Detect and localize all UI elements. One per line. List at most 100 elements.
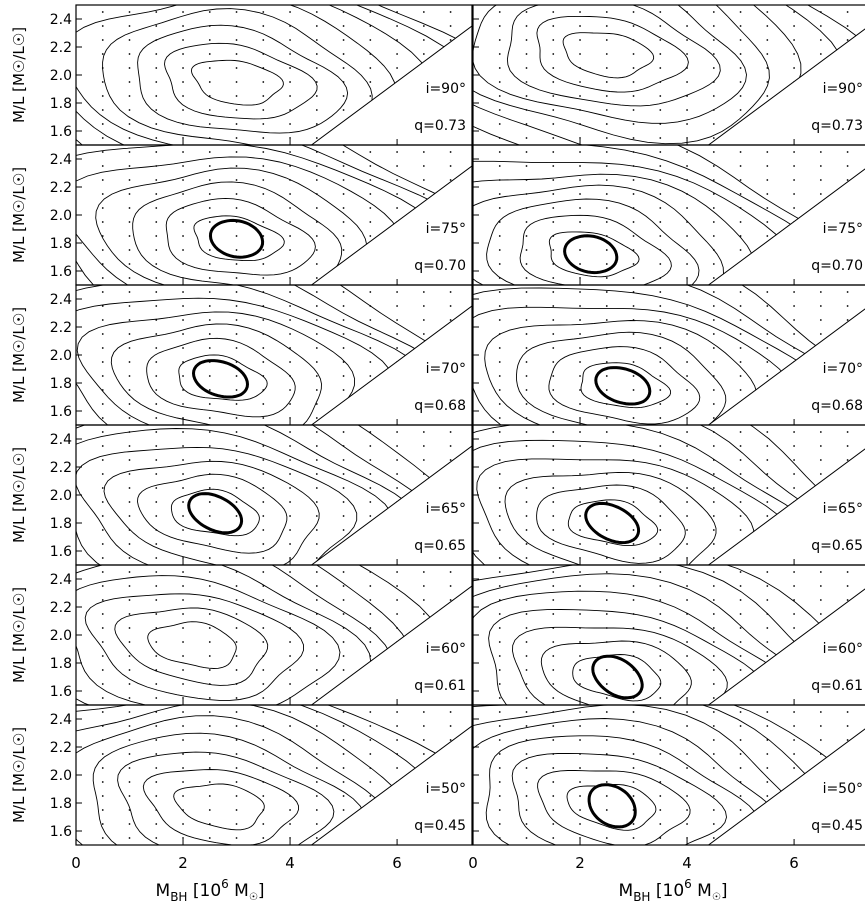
model-point xyxy=(128,711,131,713)
model-point xyxy=(605,221,608,223)
model-point xyxy=(396,305,398,307)
model-point xyxy=(128,151,131,153)
model-point xyxy=(369,67,372,69)
contour-line xyxy=(170,488,260,537)
model-point xyxy=(766,431,769,433)
model-point xyxy=(101,361,104,363)
axis-ratio-label: q=0.65 xyxy=(414,538,466,554)
model-point xyxy=(659,263,662,265)
model-point xyxy=(208,501,211,503)
model-point xyxy=(369,95,372,97)
contour-line xyxy=(114,607,269,686)
model-point xyxy=(155,501,158,503)
model-point xyxy=(525,11,528,13)
model-point xyxy=(315,725,318,727)
y-tick-label: 2.2 xyxy=(50,460,72,476)
model-point xyxy=(422,571,425,573)
model-point xyxy=(712,753,715,755)
model-point xyxy=(449,39,452,41)
model-point xyxy=(396,207,398,209)
model-point xyxy=(101,641,104,643)
model-point xyxy=(101,81,104,83)
model-point xyxy=(289,319,291,321)
model-point xyxy=(632,487,635,489)
best-fit-contour xyxy=(587,783,637,829)
contour-line xyxy=(102,8,373,145)
model-point xyxy=(686,319,688,321)
model-point xyxy=(128,641,131,643)
axis-ratio-label: q=0.70 xyxy=(414,258,466,274)
model-point xyxy=(182,585,184,587)
contour-line xyxy=(473,5,747,124)
model-point xyxy=(101,39,104,41)
model-point xyxy=(235,655,238,657)
model-point xyxy=(128,543,131,545)
model-point xyxy=(846,459,849,461)
model-point xyxy=(342,571,345,573)
model-point xyxy=(315,263,318,265)
model-point xyxy=(369,641,372,643)
model-point xyxy=(289,361,291,363)
model-point xyxy=(289,151,291,153)
model-point xyxy=(342,39,345,41)
model-point xyxy=(315,11,318,13)
model-point xyxy=(712,263,715,265)
model-point xyxy=(579,11,581,13)
model-point xyxy=(182,235,184,237)
model-point xyxy=(712,669,715,671)
model-point xyxy=(766,361,769,363)
model-point xyxy=(659,53,662,55)
model-point xyxy=(579,221,581,223)
model-point xyxy=(552,445,555,447)
model-point xyxy=(235,445,238,447)
model-point xyxy=(235,165,238,167)
model-point xyxy=(552,599,555,601)
model-point xyxy=(605,431,608,433)
model-point xyxy=(289,641,291,643)
inclination-label: i=70° xyxy=(426,361,466,377)
y-axis-title: M/L [M☉/L☉] xyxy=(10,587,28,683)
model-point xyxy=(128,613,131,615)
model-point xyxy=(262,627,265,629)
y-tick-label: 1.6 xyxy=(50,124,72,140)
contour-line xyxy=(473,287,837,425)
model-point xyxy=(262,837,265,839)
model-point xyxy=(449,11,452,13)
model-point xyxy=(182,375,184,377)
model-point xyxy=(342,487,345,489)
model-point xyxy=(712,319,715,321)
model-point xyxy=(101,823,104,825)
model-point xyxy=(686,25,688,27)
model-point xyxy=(712,739,715,741)
excluded-region xyxy=(310,445,472,565)
model-point xyxy=(208,697,211,699)
model-point xyxy=(579,823,581,825)
model-point xyxy=(552,515,555,517)
model-point xyxy=(766,711,769,713)
model-point xyxy=(182,753,184,755)
model-point xyxy=(235,431,238,433)
model-point xyxy=(605,417,608,419)
axis-ratio-label: q=0.68 xyxy=(414,398,466,414)
contour-line xyxy=(473,173,756,285)
model-point xyxy=(235,291,238,293)
model-point xyxy=(766,641,769,643)
model-point xyxy=(498,165,501,167)
model-point xyxy=(235,319,238,321)
model-point xyxy=(712,11,715,13)
model-point xyxy=(659,25,662,27)
model-point xyxy=(289,459,291,461)
y-tick-label: 2.4 xyxy=(50,292,72,308)
model-point xyxy=(552,389,555,391)
model-point xyxy=(712,347,715,349)
model-point xyxy=(605,767,608,769)
model-point xyxy=(182,347,184,349)
model-point xyxy=(289,123,291,125)
model-point xyxy=(369,487,372,489)
model-point xyxy=(101,711,104,713)
model-point xyxy=(552,291,555,293)
model-point xyxy=(659,151,662,153)
model-point xyxy=(101,613,104,615)
model-point xyxy=(289,389,291,391)
